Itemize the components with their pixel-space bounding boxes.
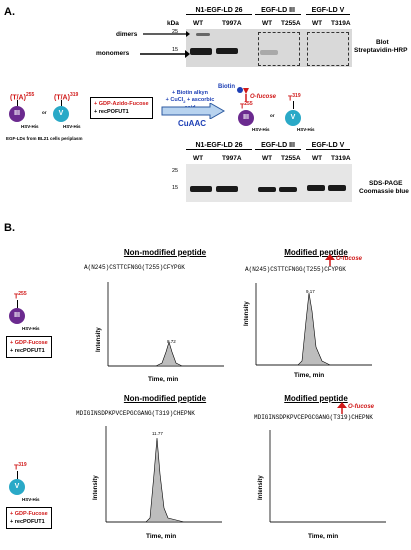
cuaac-label: CuAAC <box>178 119 206 128</box>
sds-marker-15: 15 <box>172 185 179 191</box>
row2-right-fucose-arrow-icon <box>337 402 347 414</box>
blot-box-v <box>307 32 349 66</box>
domain-iii-product-icon: III <box>238 110 254 126</box>
row1-right-xlabel: Time, min <box>294 372 325 379</box>
blot-band-monomer-wt <box>190 48 212 55</box>
tag-product-left: HSV-His <box>252 127 270 132</box>
row2-left-xlabel: Time, min <box>146 533 177 540</box>
row2-site-label: T319 <box>14 462 27 472</box>
site-right-label: (T/A)319 <box>54 92 79 102</box>
biotin-label: Biotin <box>218 84 235 90</box>
row1-right-ylabel: Intensity <box>244 301 250 326</box>
sds-lane-t255a: T255A <box>281 155 301 162</box>
blot-box-iii <box>258 32 300 66</box>
domain-iii-icon: III <box>9 106 25 122</box>
row1-left-title: Non-modified peptide <box>123 248 207 257</box>
blot-caption-1: Blot <box>376 39 389 46</box>
blot-lane-wt-3: WT <box>312 20 323 27</box>
or-label-left: or <box>42 110 47 115</box>
sds-lane-t319a: T319A <box>331 155 351 162</box>
blot-band-dimer-wt <box>196 33 210 36</box>
sds-lane-wt-1: WT <box>193 155 204 162</box>
row1-right-peak-label: 9.17 <box>306 289 315 294</box>
blot-header-n1: N1-EGF-LD 26 <box>186 7 252 15</box>
blot-caption-2: Streptavidin-HRP <box>354 47 408 54</box>
row1-right-title: Modified peptide <box>284 248 348 257</box>
row2-reagents-box: + GDP-Fucose + recPOFUT1 <box>6 507 52 529</box>
sds-caption-1: SDS-PAGE <box>369 180 403 187</box>
cuaac-arrow <box>161 103 226 119</box>
blot-band-monomer-t997a <box>216 48 238 54</box>
blot-lane-wt-2: WT <box>262 20 273 27</box>
sds-caption-2: Coomassie blue <box>359 188 409 195</box>
row1-left-ylabel: Intensity <box>96 327 102 352</box>
blot-header-iii: EGF-LD III <box>255 7 301 15</box>
sds-lane-t997a: T997A <box>222 155 242 162</box>
blot-lane-wt-1: WT <box>193 20 204 27</box>
source-label: EGF-LDs from BL21 cells periplasm <box>6 136 83 141</box>
blot-arrows <box>140 31 190 58</box>
kda-label: kDa <box>167 20 179 27</box>
row2-right-sequence: MDIGINSDPKPVCEPGCGANG(T319)CHEPNK <box>254 414 373 421</box>
blot-marker-25: 25 <box>172 29 179 35</box>
row1-right-sequence: A(N245)CSTTCFNGG(T255)CFYPGK <box>245 266 346 273</box>
row2-domain-icon: V <box>9 479 25 495</box>
row2-left-chromatogram <box>105 426 222 523</box>
reagents-box-a: + GDP-Azido-Fucose + recPOFUT1 <box>90 97 153 119</box>
row1-reagents-box: + GDP-Fucose + recPOFUT1 <box>6 336 52 358</box>
row1-right-ofucose: O-fucose <box>336 256 363 262</box>
row1-left-chromatogram <box>107 282 224 367</box>
row2-left-sequence: MDIGINSDPKPVCEPGCGANG(T319)CHEPNK <box>76 410 195 417</box>
row2-right-ofucose: O-fucose <box>348 404 375 410</box>
fucose-icon <box>237 87 249 102</box>
monomers-label: monomers <box>96 50 130 57</box>
tag-right: HSV-His <box>63 124 81 129</box>
sds-header-n1: N1-EGF-LD 26 <box>186 142 252 150</box>
dimers-label: dimers <box>116 31 138 38</box>
panel-b-label: B. <box>4 222 15 234</box>
row1-left-xlabel: Time, min <box>148 376 179 383</box>
row2-left-title: Non-modified peptide <box>123 394 207 403</box>
domain-v-product-icon: V <box>285 110 301 126</box>
site-left-label: (T/A)255 <box>10 92 35 102</box>
row2-left-ylabel: Intensity <box>93 475 99 500</box>
sds-gel <box>186 164 352 202</box>
row2-right-xlabel: Time, min <box>308 533 339 540</box>
row1-left-peak-label: 8.72 <box>167 339 176 344</box>
row1-left-sequence: A(N245)CSTTCFNGG(T255)CFYPGK <box>84 264 185 271</box>
streptavidin-blot <box>186 29 352 67</box>
row1-domain-icon: III <box>9 308 25 324</box>
sds-header-iii: EGF-LD III <box>255 142 301 150</box>
blot-band-iii-wt <box>260 50 278 55</box>
panel-a-label: A. <box>4 6 15 18</box>
domain-v-icon: V <box>53 106 69 122</box>
row1-tag: HSV-His <box>22 326 40 331</box>
or-label-right: or <box>270 113 275 118</box>
blot-lane-t997a: T997A <box>222 20 242 27</box>
blot-lane-t255a: T255A <box>281 20 301 27</box>
tag-product-right: HSV-His <box>297 127 315 132</box>
blot-lane-t319a: T319A <box>331 20 351 27</box>
row2-left-peak-label: 11.77 <box>152 431 163 436</box>
row2-tag: HSV-His <box>22 497 40 502</box>
sds-lane-wt-3: WT <box>312 155 323 162</box>
tag-left: HSV-His <box>21 124 39 129</box>
row1-right-fucose-arrow-icon <box>325 254 335 266</box>
sds-lane-wt-2: WT <box>262 155 273 162</box>
sds-marker-25: 25 <box>172 168 179 174</box>
row1-site-label: T255 <box>14 291 27 301</box>
ofucose-label-a: O-fucose <box>250 94 277 100</box>
row2-right-title: Modified peptide <box>284 394 348 403</box>
row2-right-ylabel: Intensity <box>258 475 264 500</box>
blot-header-v: EGF-LD V <box>306 7 350 15</box>
sds-header-v: EGF-LD V <box>306 142 350 150</box>
t255-label-a: T255 <box>240 101 253 111</box>
blot-marker-15: 15 <box>172 47 179 53</box>
t319-label-a: T319 <box>288 93 301 103</box>
row1-right-chromatogram <box>255 283 372 366</box>
row2-right-chromatogram <box>269 430 386 523</box>
